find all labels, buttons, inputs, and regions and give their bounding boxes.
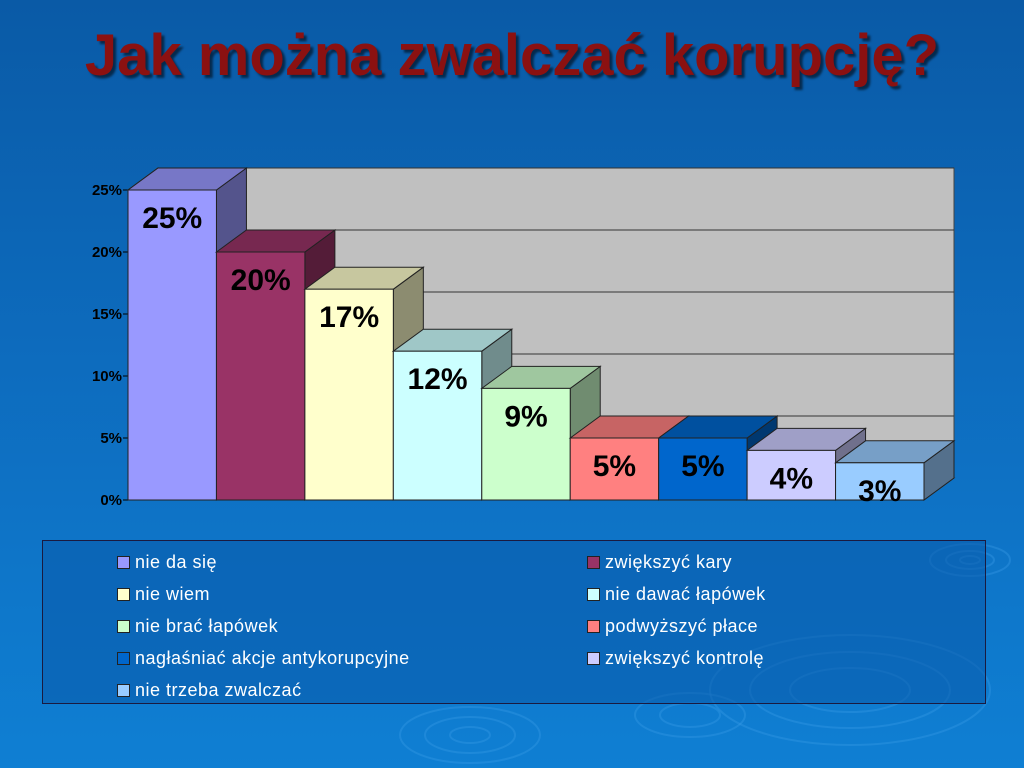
bar-data-label: 5% <box>593 450 636 483</box>
legend-item: nie wiem <box>117 581 587 608</box>
bar-data-label: 4% <box>770 462 813 495</box>
bar-data-label: 20% <box>231 264 291 297</box>
bar <box>127 189 217 501</box>
bar <box>569 437 660 501</box>
legend-swatch <box>587 588 600 601</box>
legend-label: zwiększyć kontrolę <box>605 648 765 668</box>
legend-swatch <box>117 652 130 665</box>
chart-legend: nie da się zwiększyć kary nie wiem nie dawa… <box>42 540 986 704</box>
legend-swatch <box>117 684 130 697</box>
legend-item: nie da się <box>117 549 587 576</box>
slide-title: Jak można zwalczać korupcję? <box>84 23 940 88</box>
legend-swatch <box>117 556 130 569</box>
bar <box>215 251 306 501</box>
legend-swatch <box>587 620 600 633</box>
bar-data-label: 5% <box>681 450 724 483</box>
y-tick-label: 15% <box>92 306 122 323</box>
legend-item: nie brać łapówek <box>117 613 587 640</box>
legend-swatch <box>587 556 600 569</box>
legend-item: podwyższyć płace <box>587 613 917 640</box>
bar-data-label: 3% <box>858 475 901 508</box>
legend-swatch <box>117 588 130 601</box>
y-tick-label: 0% <box>100 492 122 509</box>
legend-swatch <box>117 620 130 633</box>
legend-label: nie dawać łapówek <box>605 584 766 604</box>
bar <box>304 288 394 501</box>
bar-data-label: 12% <box>408 363 468 396</box>
legend-label: zwiększyć kary <box>605 552 733 572</box>
legend-item: nagłaśniać akcje antykorupcyjne <box>117 645 587 672</box>
bar <box>835 462 925 501</box>
bar <box>392 350 483 501</box>
legend-label: nagłaśniać akcje antykorupcyjne <box>135 648 410 668</box>
y-tick-label: 20% <box>92 244 122 261</box>
legend-label: nie trzeba zwalczać <box>135 680 302 700</box>
legend-label: nie wiem <box>135 584 211 604</box>
bar <box>481 387 571 501</box>
bar-data-label: 25% <box>142 202 202 235</box>
legend-swatch <box>587 652 600 665</box>
bar <box>746 449 837 501</box>
legend-item: nie trzeba zwalczać <box>117 677 587 704</box>
legend-item: nie dawać łapówek <box>587 581 917 608</box>
bar-data-label: 9% <box>504 400 547 433</box>
legend-item: zwiększyć kontrolę <box>587 645 917 672</box>
bar-data-label: 17% <box>319 301 379 334</box>
legend-item: zwiększyć kary <box>587 549 917 576</box>
y-tick-label: 10% <box>92 368 122 385</box>
legend-label: podwyższyć płace <box>605 616 759 636</box>
legend-label: nie brać łapówek <box>135 616 279 636</box>
y-tick-label: 5% <box>100 430 122 447</box>
legend-label: nie da się <box>135 552 218 572</box>
legend-grid: nie da się zwiększyć kary nie wiem nie dawa… <box>117 549 917 704</box>
y-tick-label: 25% <box>92 182 122 199</box>
